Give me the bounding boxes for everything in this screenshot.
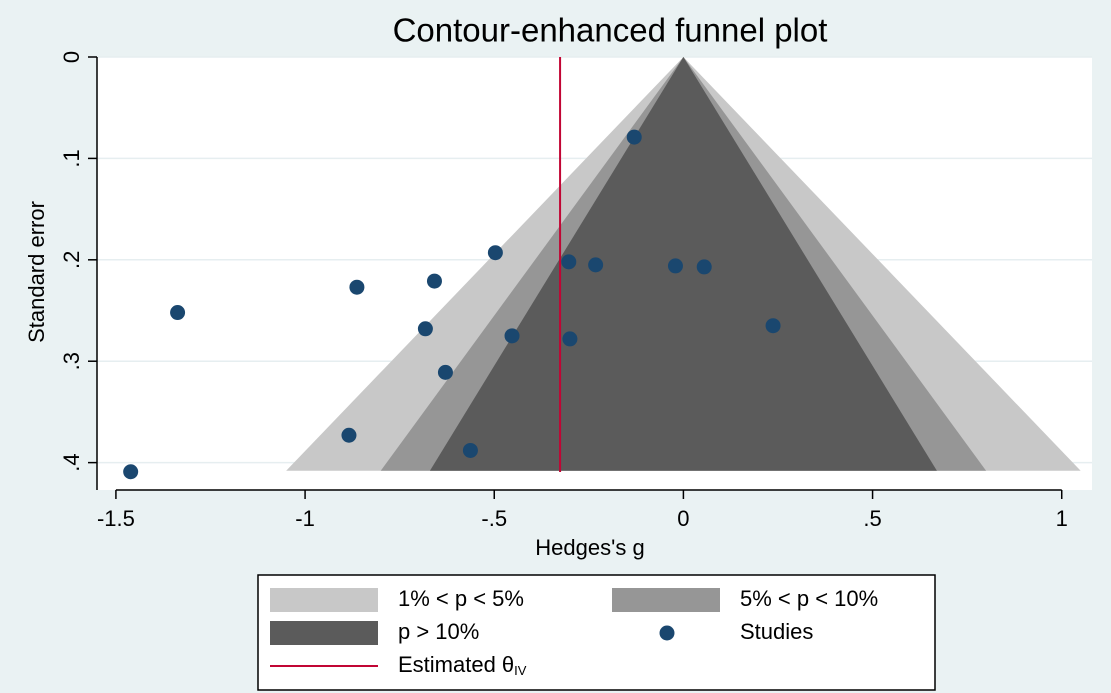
legend-label: Estimated θIV	[398, 652, 527, 679]
legend-label: 5% < p < 10%	[740, 586, 878, 611]
study-point	[487, 245, 503, 261]
x-tick-label: 1	[1056, 506, 1068, 531]
study-point	[437, 364, 453, 380]
x-tick-label: 0	[677, 506, 689, 531]
y-tick-label: .4	[59, 453, 84, 471]
study-point	[341, 427, 357, 443]
y-tick-label: .2	[59, 251, 84, 269]
study-point	[561, 254, 577, 270]
legend-marker	[659, 625, 675, 641]
study-point	[667, 258, 683, 274]
study-point	[462, 442, 478, 458]
study-point	[765, 318, 781, 334]
chart-title: Contour-enhanced funnel plot	[393, 12, 828, 49]
y-tick-label: 0	[59, 51, 84, 63]
x-axis-title: Hedges's g	[535, 535, 644, 560]
study-point	[562, 331, 578, 347]
x-tick-label: -.5	[481, 506, 507, 531]
legend-swatch	[270, 588, 378, 612]
legend-label: p > 10%	[398, 619, 479, 644]
x-tick-label: -1	[295, 506, 315, 531]
legend-label: 1% < p < 5%	[398, 586, 524, 611]
study-point	[349, 279, 365, 295]
x-tick-label: -1.5	[97, 506, 135, 531]
study-point	[504, 328, 520, 344]
legend-label: Studies	[740, 619, 813, 644]
y-axis-title: Standard error	[24, 201, 49, 343]
study-point	[626, 129, 642, 145]
study-point	[123, 464, 139, 480]
legend-swatch	[612, 588, 720, 612]
x-tick-label: .5	[863, 506, 881, 531]
y-tick-label: .1	[59, 149, 84, 167]
study-point	[417, 321, 433, 337]
legend-label-main: Estimated θ	[398, 652, 514, 677]
contour-region	[429, 57, 937, 471]
legend-swatch	[270, 621, 378, 645]
study-point	[588, 257, 604, 273]
legend-label-subscript: IV	[514, 663, 527, 678]
y-tick-label: .3	[59, 352, 84, 370]
study-point	[170, 305, 186, 321]
study-point	[426, 273, 442, 289]
study-point	[696, 259, 712, 275]
